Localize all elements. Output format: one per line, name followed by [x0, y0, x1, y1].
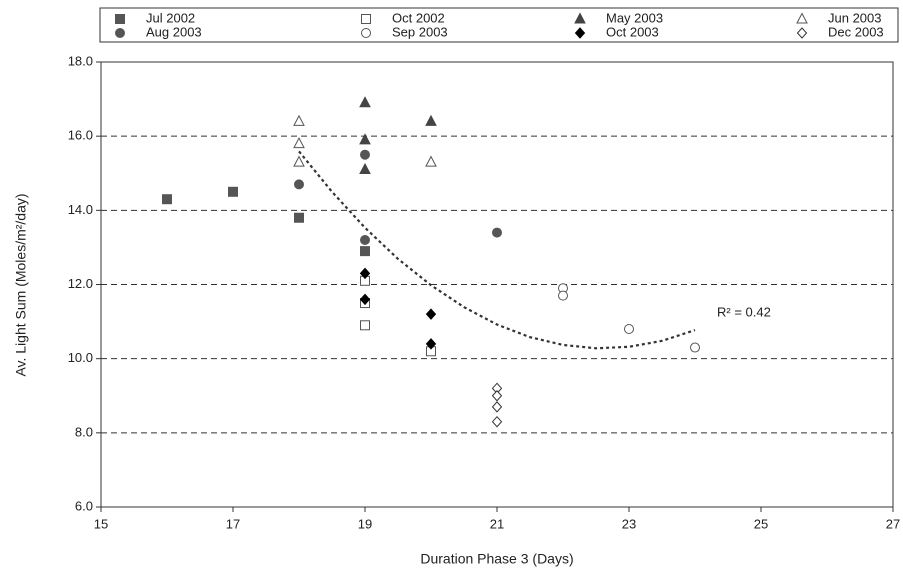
legend-label: Dec 2003	[828, 24, 884, 39]
marker-square	[361, 14, 371, 24]
legend-label: Aug 2003	[146, 24, 202, 39]
marker-circle	[361, 28, 371, 38]
x-tick-label: 19	[358, 516, 372, 531]
marker-triangle	[574, 12, 586, 24]
marker-circle	[360, 149, 370, 160]
legend-label: Sep 2003	[392, 24, 448, 39]
marker-circle	[492, 227, 502, 238]
y-tick-label: 8.0	[75, 424, 93, 439]
marker-square	[360, 246, 370, 257]
marker-triangle	[293, 155, 305, 167]
marker-triangle	[425, 155, 437, 167]
marker-square	[115, 14, 125, 24]
marker-square	[294, 212, 304, 223]
y-tick-label: 10.0	[68, 350, 93, 365]
y-tick-label: 14.0	[68, 202, 93, 217]
legend-label: Jun 2003	[828, 10, 882, 25]
x-tick-label: 27	[886, 516, 900, 531]
y-tick-label: 16.0	[68, 128, 93, 143]
marker-triangle	[293, 114, 305, 126]
marker-diamond	[491, 390, 503, 402]
marker-triangle	[293, 137, 305, 149]
marker-circle	[558, 290, 568, 301]
plot-frame	[100, 61, 894, 508]
marker-circle	[690, 342, 700, 353]
x-tick-label: 17	[226, 516, 240, 531]
x-tick-label: 23	[622, 516, 636, 531]
marker-circle	[624, 324, 634, 334]
legend-label: May 2003	[606, 10, 663, 25]
marker-triangle	[359, 133, 371, 145]
marker-square	[228, 186, 238, 197]
marker-square	[360, 320, 370, 331]
marker-triangle	[359, 96, 371, 108]
marker-triangle	[796, 12, 808, 24]
marker-circle	[294, 179, 304, 190]
y-axis-label: Av. Light Sum (Moles/m²/day)	[13, 193, 29, 376]
x-tick-label: 25	[754, 516, 768, 531]
marker-circle	[360, 235, 370, 245]
legend-label: Jul 2002	[146, 10, 195, 25]
marker-diamond	[425, 308, 437, 320]
trendline	[298, 150, 696, 350]
marker-diamond	[574, 27, 586, 39]
marker-diamond	[491, 415, 503, 428]
marker-circle	[115, 28, 125, 38]
y-tick-label: 6.0	[75, 498, 93, 513]
x-tick-label: 15	[94, 516, 108, 531]
y-tick-label: 18.0	[68, 53, 93, 68]
legend-label: Oct 2002	[392, 10, 445, 25]
marker-diamond	[425, 338, 437, 350]
marker-diamond	[359, 267, 371, 280]
marker-diamond	[491, 401, 503, 413]
marker-triangle	[425, 114, 437, 126]
marker-triangle	[359, 162, 371, 175]
legend-label: Oct 2003	[606, 24, 659, 39]
trendline-label: R² = 0.42	[717, 305, 771, 320]
marker-square	[162, 194, 172, 205]
y-tick-label: 12.0	[68, 276, 93, 291]
legend-box	[99, 7, 899, 43]
marker-diamond	[359, 293, 371, 306]
marker-diamond	[796, 27, 808, 39]
x-axis-label: Duration Phase 3 (Days)	[420, 551, 573, 567]
x-tick-label: 21	[490, 516, 504, 531]
